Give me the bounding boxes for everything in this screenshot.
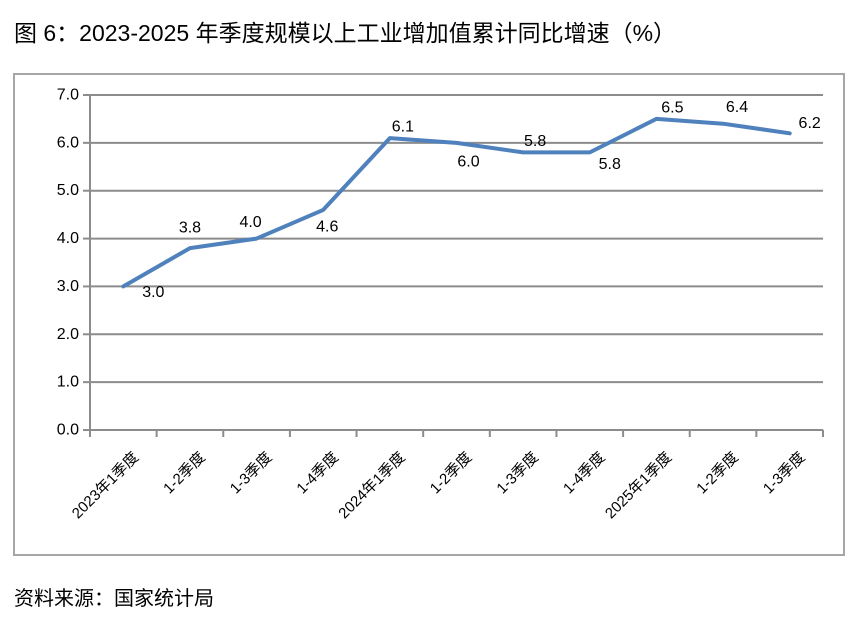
x-axis-label: 1-2季度 xyxy=(160,449,209,498)
data-label: 5.8 xyxy=(599,156,621,173)
data-label: 6.5 xyxy=(661,99,683,116)
x-axis-label: 1-3季度 xyxy=(227,449,276,498)
x-axis-label: 1-2季度 xyxy=(427,449,476,498)
x-axis-label: 1-4季度 xyxy=(560,449,609,498)
y-axis-label: 0.0 xyxy=(57,422,79,439)
figure-title: 图 6：2023-2025 年季度规模以上工业增加值累计同比增速（%） xyxy=(14,20,677,46)
data-label: 4.6 xyxy=(316,218,338,235)
data-label: 4.0 xyxy=(239,214,261,231)
y-axis-label: 2.0 xyxy=(57,326,79,343)
x-axis-label: 2025年1季度 xyxy=(602,449,675,522)
data-label: 6.2 xyxy=(799,115,821,132)
data-series-line xyxy=(121,116,792,289)
x-axis-label: 1-4季度 xyxy=(293,449,342,498)
x-axis-label: 2024年1季度 xyxy=(335,449,408,522)
chart-container xyxy=(13,73,845,556)
x-axis-label: 1-3季度 xyxy=(760,449,809,498)
x-axis-label: 1-2季度 xyxy=(693,449,742,498)
y-axis-label: 4.0 xyxy=(57,230,79,247)
y-axis-label: 1.0 xyxy=(57,374,79,391)
data-label: 6.4 xyxy=(726,99,748,116)
x-axis-label: 2023年1季度 xyxy=(69,449,142,522)
y-axis-label: 6.0 xyxy=(57,134,79,151)
y-axis-label: 7.0 xyxy=(57,87,79,104)
data-label: 6.0 xyxy=(457,153,479,170)
data-label: 3.0 xyxy=(142,284,164,301)
data-label: 3.8 xyxy=(179,220,201,237)
source-note: 资料来源：国家统计局 xyxy=(14,588,214,610)
data-label: 5.8 xyxy=(524,133,546,150)
y-axis-label: 3.0 xyxy=(57,278,79,295)
y-axis-label: 5.0 xyxy=(57,182,79,199)
data-label: 6.1 xyxy=(392,119,414,136)
x-axis-label: 1-3季度 xyxy=(493,449,542,498)
